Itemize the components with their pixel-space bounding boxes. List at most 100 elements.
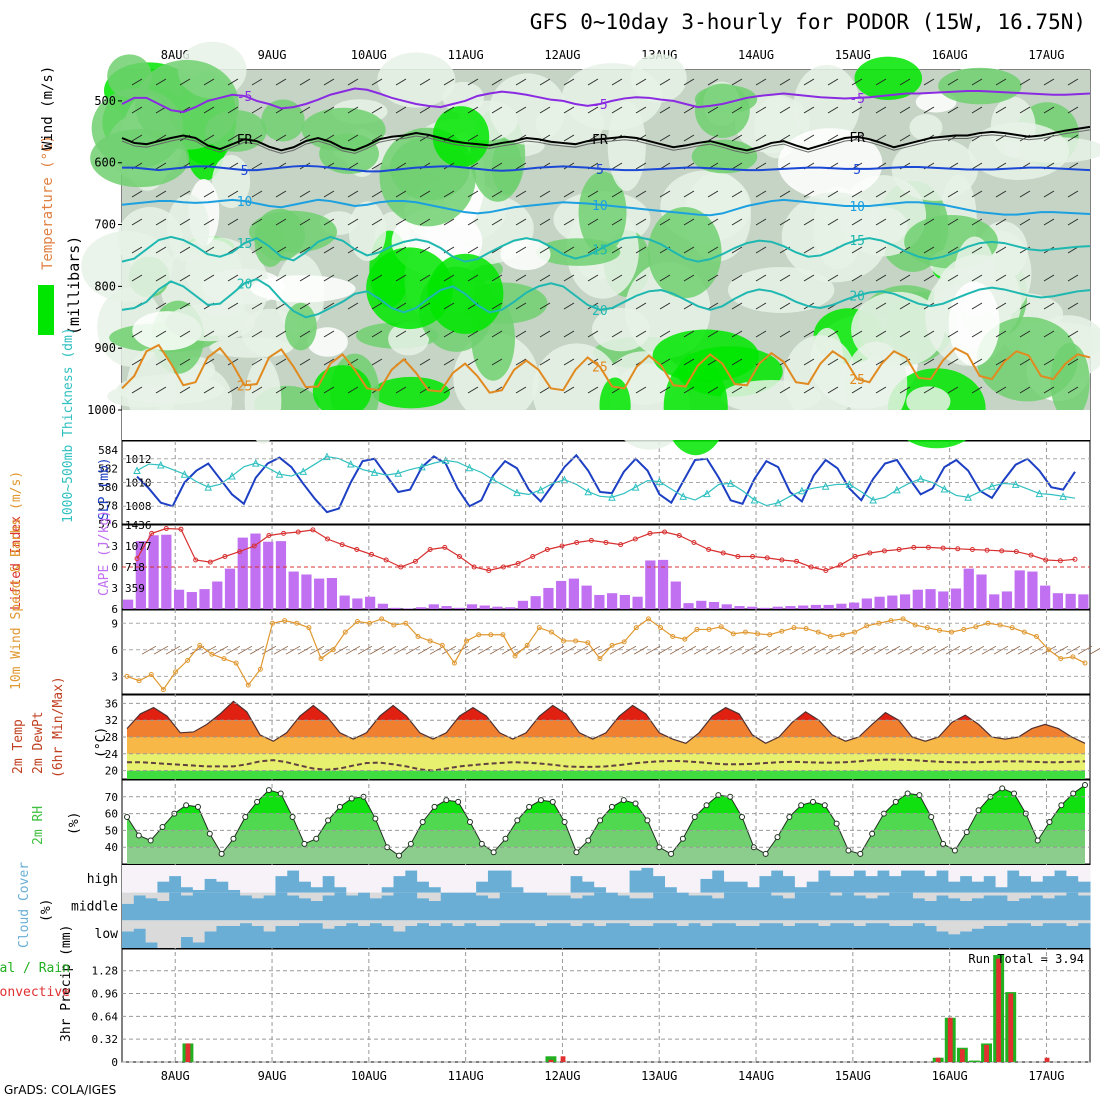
- wind-barb: [995, 190, 1007, 198]
- wind-barb: [1043, 358, 1055, 366]
- thickness-marker: [916, 474, 925, 483]
- y-tick-thickness: 584: [98, 444, 118, 457]
- cloud-cell-high: [806, 881, 819, 893]
- rh-marker: [1070, 790, 1077, 797]
- cloud-gap-low: [924, 920, 938, 926]
- y-tick-rh: 50: [105, 824, 118, 837]
- lifted-index-marker: [266, 533, 272, 538]
- wind-barb: [155, 302, 167, 310]
- cloud-cell-low: [665, 923, 678, 948]
- wind-barb: [299, 106, 311, 114]
- cloud-cell-low: [818, 925, 831, 948]
- cloud-gap-high: [924, 865, 938, 877]
- cloud-gap-low: [216, 920, 229, 926]
- isotherm-label: 10: [849, 200, 865, 215]
- rh-shade-blob: [307, 327, 348, 357]
- cloud-gap-high: [901, 865, 914, 871]
- cape-bar: [403, 608, 414, 609]
- cloud-cell-low: [995, 925, 1008, 948]
- wind-barb: [875, 302, 887, 310]
- ylabel-lifted: Lifted Index: [9, 516, 24, 610]
- wind-barb: [875, 246, 887, 254]
- surface-barb: [357, 645, 373, 655]
- cloud-cell-middle: [794, 892, 808, 921]
- isotherm-label: 5: [241, 164, 249, 179]
- wind-barb: [347, 302, 359, 310]
- rh-marker: [892, 798, 899, 805]
- cloud-cell-high: [971, 881, 985, 893]
- cloud-gap-middle: [1030, 892, 1044, 896]
- cloud-gap-high: [511, 865, 524, 888]
- wind-barb: [515, 274, 527, 282]
- wind-barb: [275, 190, 287, 198]
- x-tick-bottom: 9AUG: [258, 1069, 287, 1083]
- wind-barb: [851, 358, 863, 366]
- wind-speed-marker: [148, 672, 154, 678]
- wind-barb: [371, 302, 383, 310]
- wind-barb: [971, 190, 983, 198]
- wind-barb: [635, 190, 647, 198]
- wind-barb: [587, 106, 599, 114]
- cape-bar: [250, 533, 261, 609]
- cloud-cell-high: [948, 881, 961, 893]
- cloud-cell-middle: [511, 892, 524, 921]
- cloud-cell-middle: [1030, 895, 1044, 921]
- wind-barb: [683, 78, 695, 86]
- thickness-marker: [370, 468, 379, 476]
- rh-marker: [762, 850, 769, 857]
- wind-barb: [659, 218, 671, 226]
- ylabel-temp-3: (6hr Min/Max): [51, 676, 66, 778]
- cloud-cell-middle: [995, 895, 1008, 921]
- cloud-gap-middle: [865, 892, 879, 899]
- thickness-marker: [679, 492, 687, 500]
- wind-barb: [731, 302, 743, 310]
- rh-marker: [691, 813, 698, 820]
- cloud-cell-middle: [724, 892, 737, 921]
- wind-barb: [971, 274, 983, 282]
- precip-conv-bar: [185, 1043, 191, 1062]
- cloud-gap-high: [853, 865, 867, 871]
- cloud-gap-high: [912, 865, 926, 871]
- cape-bar: [1001, 591, 1013, 609]
- wind-speed-marker: [1046, 647, 1052, 653]
- cape-bar: [976, 574, 987, 609]
- ylabel-cloud-unit: (%): [39, 899, 54, 922]
- thickness-marker: [869, 495, 877, 504]
- wind-barb: [179, 218, 191, 226]
- wind-barb: [611, 330, 623, 338]
- cape-bar: [186, 592, 197, 609]
- wind-barb: [227, 274, 239, 282]
- cloud-cell-low: [204, 931, 217, 948]
- wind-barb: [899, 218, 911, 226]
- rh-shade-blob: [694, 83, 750, 138]
- rh-marker: [526, 803, 533, 810]
- surface-barb: [141, 645, 157, 655]
- rh-marker: [904, 790, 911, 797]
- surface-barb: [741, 645, 757, 655]
- wind-barb: [131, 386, 143, 394]
- cloud-level-label: middle: [71, 900, 118, 915]
- wind-barb: [539, 246, 551, 254]
- cloud-gap-low: [971, 920, 985, 929]
- cloud-cell-high: [924, 876, 938, 893]
- wind-barb: [707, 78, 719, 86]
- wind-barb: [755, 78, 767, 86]
- thickness-marker: [988, 482, 996, 490]
- thickness-marker: [631, 482, 640, 491]
- cloud-gap-low: [889, 920, 902, 926]
- cloud-gap-middle: [263, 892, 276, 896]
- wind-barb: [347, 78, 359, 86]
- cloud-gap-high: [310, 865, 324, 888]
- cloud-gap-middle: [145, 892, 158, 899]
- wind-barb: [251, 162, 263, 170]
- rh-marker: [999, 785, 1006, 792]
- cloud-cell-high: [417, 881, 430, 893]
- cloud-gap-low: [747, 920, 760, 926]
- cloud-cell-low: [133, 928, 147, 948]
- wind-speed-marker: [573, 638, 579, 644]
- rh-marker: [1046, 819, 1053, 825]
- ylabel-rh: 2m RH: [31, 806, 46, 845]
- cloud-cell-low: [865, 923, 879, 948]
- wind-barb: [971, 330, 983, 338]
- rh-shade-blob: [859, 207, 908, 246]
